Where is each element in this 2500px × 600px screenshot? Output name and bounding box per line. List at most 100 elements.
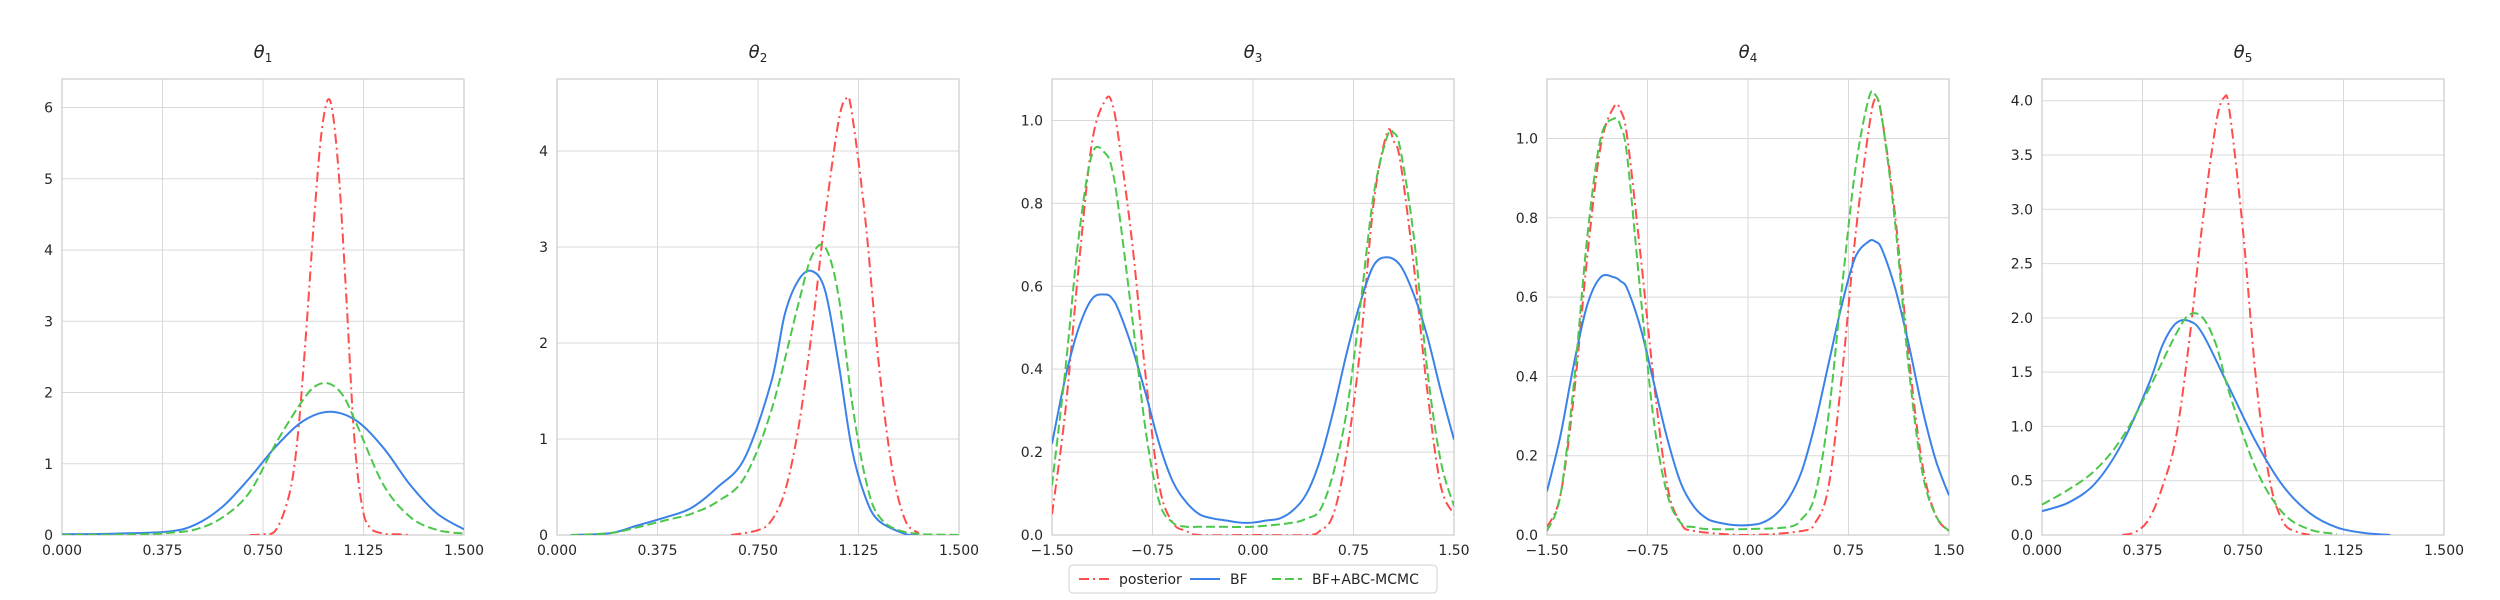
legend: posterior BF BF+ABC-MCMC (1068, 564, 1438, 594)
x-tick-label: 0.750 (2223, 543, 2263, 559)
x-tick-label: 0.375 (637, 543, 677, 559)
x-tick-label: −0.75 (1626, 543, 1669, 559)
series-line-posterior (1547, 97, 1949, 535)
x-tick-label: −1.50 (1031, 543, 1074, 559)
y-tick-label: 0 (44, 528, 53, 544)
y-tick-label: 1.5 (2011, 365, 2033, 381)
y-tick-label: 0.6 (1021, 279, 1043, 295)
y-tick-label: 3 (539, 240, 548, 256)
x-tick-label: 1.125 (2323, 543, 2363, 559)
y-tick-label: 3.0 (2011, 202, 2033, 218)
series-line-posterior (731, 95, 920, 535)
title-symbol: θ (749, 42, 760, 63)
y-tick-label: 4.0 (2011, 94, 2033, 110)
subplot-title: θ1 (254, 42, 273, 65)
series-line-bf (1547, 239, 1949, 527)
title-subscript: 3 (1255, 51, 1263, 65)
x-tick-label: 1.500 (2424, 543, 2464, 559)
x-tick-label: 1.50 (1438, 543, 1469, 559)
legend-box (1068, 564, 1438, 594)
y-tick-label: 5 (44, 172, 53, 188)
y-tick-label: 0.8 (1516, 211, 1538, 227)
y-tick-label: 0.2 (1021, 445, 1043, 461)
y-tick-label: 1.0 (1516, 131, 1538, 147)
y-tick-label: 1.0 (1021, 113, 1043, 129)
y-tick-label: 0.2 (1516, 449, 1538, 465)
y-tick-label: 0.6 (1516, 290, 1538, 306)
subplot-4: −1.50 −0.75 0.00 0.75 1.50 0.0 0.2 0.4 0.6 0.8 1.0… (1516, 42, 1965, 559)
y-tick-label: 6 (44, 101, 53, 117)
y-tick-label: 0.4 (1516, 369, 1538, 385)
title-symbol: θ (1739, 42, 1750, 63)
y-tick-label: 0.8 (1021, 196, 1043, 212)
y-tick-label: 2.0 (2011, 311, 2033, 327)
x-tick-label: 1.50 (1933, 543, 1964, 559)
y-tick-label: 3 (44, 314, 53, 330)
subplot-2: 0.000 0.375 0.750 1.125 1.500 0 1 2 3 4 θ2 (537, 42, 979, 559)
series-line-bf (570, 269, 919, 535)
y-tick-label: 0.0 (2011, 528, 2033, 544)
x-tick-label: −0.75 (1131, 543, 1174, 559)
x-tick-label: 0.00 (1237, 543, 1268, 559)
title-symbol: θ (1244, 42, 1255, 63)
y-tick-label: 2 (539, 336, 548, 352)
y-tick-label: 0.5 (2011, 474, 2033, 490)
subplot-title: θ4 (1739, 42, 1758, 65)
legend-label: BF+ABC-MCMC (1312, 572, 1419, 588)
subplot-title: θ5 (2234, 42, 2253, 65)
series-line-posterior (2122, 94, 2311, 535)
title-symbol: θ (254, 42, 265, 63)
y-tick-label: 0.0 (1021, 528, 1043, 544)
y-tick-label: 4 (539, 144, 548, 160)
x-tick-label: 1.125 (838, 543, 878, 559)
x-tick-label: 1.500 (939, 543, 979, 559)
title-symbol: θ (2234, 42, 2245, 63)
series-line-bf (62, 410, 464, 535)
series-line-bf-abc-mcmc (570, 243, 959, 535)
x-tick-label: 0.000 (2022, 543, 2062, 559)
series-line-bf-abc-mcmc (2042, 312, 2337, 535)
y-tick-label: 2 (44, 386, 53, 402)
x-tick-label: 0.000 (42, 543, 82, 559)
series-line-bf-abc-mcmc (1547, 89, 1949, 532)
subplot-title: θ2 (749, 42, 768, 65)
x-tick-label: 0.75 (1338, 543, 1369, 559)
x-tick-label: 0.375 (2122, 543, 2162, 559)
x-tick-label: 0.00 (1732, 543, 1763, 559)
x-tick-label: −1.50 (1526, 543, 1569, 559)
y-tick-label: 0.4 (1021, 362, 1043, 378)
y-tick-label: 1 (539, 432, 548, 448)
title-subscript: 4 (1750, 51, 1758, 65)
series-line-posterior (1052, 95, 1454, 535)
x-tick-label: 0.375 (142, 543, 182, 559)
y-tick-label: 0 (539, 528, 548, 544)
plot-frame (2041, 78, 2445, 536)
legend-label: posterior (1119, 572, 1182, 588)
series-line-bf (2042, 318, 2391, 535)
series-line-bf-abc-mcmc (62, 381, 464, 535)
x-tick-label: 0.000 (537, 543, 577, 559)
x-tick-label: 0.750 (738, 543, 778, 559)
legend-label: BF (1230, 572, 1248, 588)
x-tick-label: 1.500 (444, 543, 484, 559)
y-tick-label: 4 (44, 243, 53, 259)
plot-frame (61, 78, 465, 536)
series-line-bf (1052, 256, 1454, 524)
subplot-title: θ3 (1244, 42, 1263, 65)
plot-frame (556, 78, 960, 536)
y-tick-label: 1 (44, 457, 53, 473)
title-subscript: 5 (2245, 51, 2253, 65)
y-tick-label: 2.5 (2011, 257, 2033, 273)
y-tick-label: 0.0 (1516, 528, 1538, 544)
x-tick-label: 0.75 (1833, 543, 1864, 559)
title-subscript: 1 (265, 51, 273, 65)
series-line-posterior (249, 98, 411, 535)
y-tick-label: 1.0 (2011, 419, 2033, 435)
x-tick-label: 1.125 (343, 543, 383, 559)
x-tick-label: 0.750 (243, 543, 283, 559)
series-line-bf-abc-mcmc (1052, 129, 1454, 529)
subplot-5: 0.000 0.375 0.750 1.125 1.500 0.0 0.5 1.0 1.5 2.0… (2011, 42, 2464, 559)
y-tick-label: 3.5 (2011, 148, 2033, 164)
